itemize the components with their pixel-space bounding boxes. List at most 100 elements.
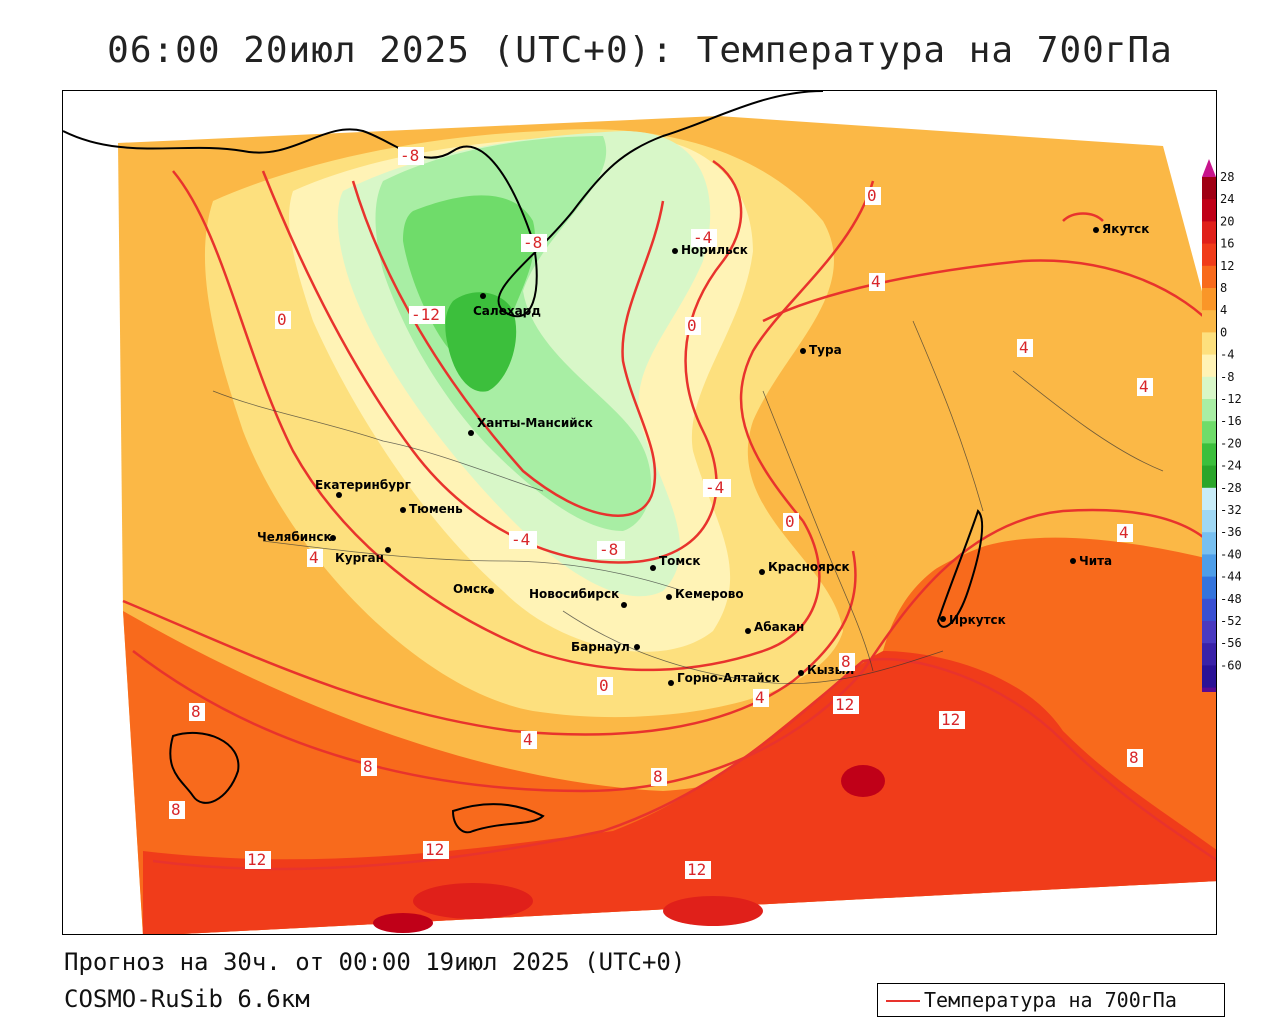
svg-text:8: 8	[363, 757, 373, 776]
svg-text:12: 12	[247, 850, 266, 869]
svg-text:12: 12	[687, 860, 706, 879]
isotherm-label: -12	[409, 305, 445, 324]
isotherm-12	[152, 657, 1216, 871]
city-yekaterinburg: Екатеринбург	[315, 478, 411, 498]
colorbar-swatch	[1202, 665, 1216, 689]
colorbar-swatch	[1202, 598, 1216, 622]
city-abakan: Абакан	[745, 620, 804, 634]
svg-text:4: 4	[1119, 523, 1129, 542]
city-kurgan: Курган	[335, 547, 391, 565]
colorbar-tick-label: -44	[1220, 570, 1242, 584]
isotherm-label: 12	[685, 860, 711, 879]
isotherm-label: -4	[691, 228, 717, 247]
isotherm-label: 12	[245, 850, 271, 869]
city-novosibirsk: Новосибирск	[529, 587, 627, 608]
colorbar-tick-label: -8	[1220, 370, 1234, 384]
isotherm-label: 8	[189, 702, 205, 721]
colorbar-swatch	[1202, 354, 1216, 378]
colorbar-swatch	[1202, 421, 1216, 444]
colorbar-swatch	[1202, 643, 1216, 666]
svg-text:Курган: Курган	[335, 551, 384, 565]
colorbar-ticks: 28 24 20 16 12 8 4 0 -4 -8 -12 -16 -20 -24 -28 -32 -36 -4…	[1220, 170, 1242, 672]
svg-text:Горно-Алтайск: Горно-Алтайск	[677, 671, 780, 685]
colorbar-tick-label: -52	[1220, 614, 1242, 628]
colorbar-tick-label: -24	[1220, 459, 1242, 473]
hot-spot	[663, 896, 763, 926]
colorbar-swatch	[1202, 576, 1216, 600]
isotherm-label: 0	[865, 186, 881, 205]
colorbar-swatch	[1202, 399, 1216, 422]
svg-text:12: 12	[835, 695, 854, 714]
colorbar-swatch	[1202, 221, 1216, 245]
colorbar-tick-label: -16	[1220, 414, 1242, 428]
svg-text:8: 8	[841, 652, 851, 671]
isotherm-labels: -8 -8 -4 -12 0 0 -4 0 -4 -8 4 4 0 4 8 8 …	[169, 146, 1153, 879]
colorbar-tick-label: 0	[1220, 325, 1227, 339]
isotherm-label: 4	[753, 688, 769, 707]
svg-text:4: 4	[1019, 338, 1029, 357]
colorbar-tick-label: 4	[1220, 303, 1227, 317]
city-yakutsk: Якутск	[1093, 222, 1149, 236]
city-chelyabinsk: Челябинск	[257, 530, 336, 544]
svg-text:Тура: Тура	[809, 343, 842, 357]
svg-text:Кемерово: Кемерово	[675, 587, 744, 601]
svg-text:-8: -8	[400, 146, 419, 165]
colorbar-swatch	[1202, 310, 1216, 333]
legend: Температура на 700гПа	[877, 983, 1225, 1017]
isotherm-label: 0	[597, 676, 613, 695]
svg-text:Омск: Омск	[453, 582, 488, 596]
colorbar-tick-label: -20	[1220, 436, 1242, 450]
svg-text:0: 0	[867, 186, 877, 205]
caspian-sea	[169, 731, 240, 804]
svg-text:4: 4	[755, 688, 765, 707]
isotherm-label: 8	[1127, 748, 1143, 767]
isotherm-4-yakutsk	[1062, 212, 1104, 222]
svg-text:Челябинск: Челябинск	[257, 530, 332, 544]
colorbar-swatch	[1202, 243, 1216, 267]
colorbar-swatch	[1202, 554, 1216, 578]
colorbar-tick-label: -56	[1220, 636, 1242, 650]
colorbar-swatch	[1202, 465, 1216, 489]
colorbar-tick-label: 20	[1220, 214, 1234, 228]
colorbar-swatches	[1202, 159, 1216, 692]
isotherm-label: 12	[939, 710, 965, 729]
isotherm-label: 4	[869, 272, 885, 291]
svg-text:8: 8	[191, 702, 201, 721]
isotherm-label: 12	[833, 695, 859, 714]
isotherm-label: -8	[521, 233, 547, 252]
svg-text:Барнаул: Барнаул	[571, 640, 630, 654]
colorbar-tick-label: -40	[1220, 547, 1242, 561]
isotherm-label: 8	[361, 757, 377, 776]
isotherm-label: 8	[169, 800, 185, 819]
city-kemerovo: Кемерово	[666, 587, 744, 601]
svg-text:4: 4	[309, 548, 319, 567]
cities: Якутск Норильск Салехард Тура Ханты-Манс…	[257, 222, 1149, 686]
svg-text:-4: -4	[693, 228, 712, 247]
svg-text:12: 12	[941, 710, 960, 729]
city-khanty-mansiysk: Ханты-Мансийск	[468, 416, 593, 436]
hot-spot	[413, 883, 533, 919]
city-chita: Чита	[1070, 554, 1112, 568]
svg-text:4: 4	[1139, 377, 1149, 396]
svg-text:Екатеринбург: Екатеринбург	[315, 478, 411, 492]
svg-text:-4: -4	[705, 478, 724, 497]
svg-text:Чита: Чита	[1079, 554, 1112, 568]
city-krasnoyarsk: Красноярск	[759, 560, 850, 575]
colorbar-swatch	[1202, 288, 1216, 311]
city-tomsk: Томск	[650, 554, 701, 571]
east-region-4	[763, 262, 1216, 591]
colorbar-tick-label: -60	[1220, 658, 1242, 672]
svg-text:Якутск: Якутск	[1102, 222, 1149, 236]
svg-text:Иркутск: Иркутск	[949, 613, 1006, 627]
colorbar: 28 24 20 16 12 8 4 0 -4 -8 -12 -16 -20 -24 -28 -32 -36 -4…	[1202, 159, 1242, 692]
isotherm-label: 4	[521, 730, 537, 749]
isotherm-label: 4	[1137, 377, 1153, 396]
svg-text:Новосибирск: Новосибирск	[529, 587, 619, 601]
isotherm-4-south	[122, 550, 857, 736]
colorbar-swatch	[1202, 376, 1216, 400]
colorbar-swatch	[1202, 199, 1216, 222]
svg-text:-8: -8	[599, 540, 618, 559]
svg-text:Красноярск: Красноярск	[768, 560, 850, 574]
svg-text:Ханты-Мансийск: Ханты-Мансийск	[477, 416, 593, 430]
map-title: 06:00 20июл 2025 (UTC+0): Температура на…	[107, 30, 1173, 71]
